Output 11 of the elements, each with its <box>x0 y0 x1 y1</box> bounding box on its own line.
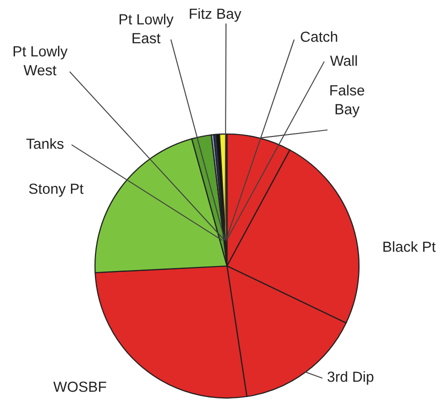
slice-label: WOSBF <box>53 382 106 392</box>
slice-label: Black Pt <box>383 241 436 252</box>
slice-label: Wall <box>330 55 357 66</box>
slice-label: False Bay <box>330 84 364 118</box>
slice-label: Catch <box>300 31 338 42</box>
slice-label: Pt Lowly East <box>120 14 174 44</box>
slice-label: Pt Lowly West <box>14 46 68 76</box>
slice-label: Tanks <box>26 138 64 149</box>
slice-label: Stony Pt <box>29 184 84 197</box>
slice-label: Fitz Bay <box>190 8 242 22</box>
slice-label: 3rd Dip <box>328 371 374 385</box>
